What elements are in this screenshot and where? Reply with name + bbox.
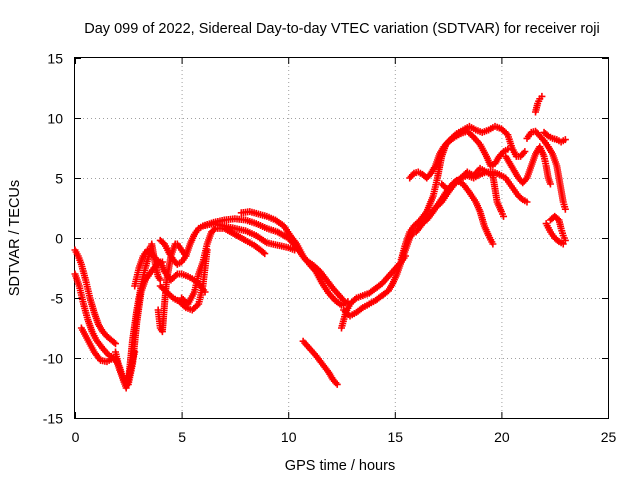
y-tick-label: 10 — [47, 111, 63, 127]
data-point — [517, 194, 525, 202]
data-point — [543, 131, 551, 139]
y-tick-label: -15 — [43, 411, 63, 427]
data-point — [210, 226, 218, 234]
y-tick-label: -5 — [51, 291, 64, 307]
data-point — [554, 236, 562, 244]
x-tick-label: 5 — [178, 429, 186, 445]
series-arc-1 — [71, 246, 120, 348]
data-point — [261, 250, 269, 258]
y-tick-label: -10 — [43, 351, 63, 367]
plot-frame — [74, 57, 609, 419]
data-point — [156, 276, 164, 284]
data-point — [561, 205, 569, 213]
series-arc-23 — [540, 128, 569, 146]
y-axis-label: SDTVAR / TECUs — [7, 180, 23, 296]
chart-title: Day 099 of 2022, Sidereal Day-to-day VTE… — [84, 21, 600, 37]
series-arc-22 — [523, 127, 569, 213]
data-point — [489, 240, 497, 248]
data-point — [561, 136, 569, 144]
data-point — [259, 248, 267, 256]
data-point — [112, 340, 120, 348]
series-arc-24 — [546, 212, 569, 244]
series-arc-19 — [438, 164, 508, 220]
series-arc-25 — [542, 220, 567, 248]
series-arc-20 — [502, 143, 554, 188]
x-tick-label: 15 — [388, 429, 404, 445]
data-point — [559, 240, 567, 248]
data-point — [523, 198, 531, 206]
series-arc-16 — [397, 122, 529, 264]
series-arc-12 — [299, 337, 341, 388]
y-tick-label: 15 — [47, 51, 63, 67]
series-arc-21 — [532, 92, 546, 116]
data-point — [521, 148, 529, 156]
grid — [75, 58, 608, 418]
x-tick-label: 0 — [72, 429, 80, 445]
series-arc-9 — [178, 224, 269, 308]
data-point — [561, 236, 569, 244]
data-point — [500, 212, 508, 220]
series-arc-18 — [423, 176, 497, 248]
x-axis-label: GPS time / hours — [285, 458, 395, 474]
data-point — [333, 380, 341, 388]
axis-ticks: 0 5 10 15 20 25 -15 -10 -5 0 5 10 15 — [43, 51, 617, 446]
x-tick-label: 20 — [494, 429, 510, 445]
series-arc-5 — [131, 246, 209, 296]
y-tick-label: 5 — [55, 171, 63, 187]
data-point — [546, 180, 554, 188]
x-tick-label: 10 — [281, 429, 297, 445]
y-tick-label: 0 — [55, 231, 63, 247]
data-point — [504, 145, 512, 153]
data-points — [71, 92, 569, 392]
data-point — [538, 92, 546, 100]
data-point — [110, 338, 118, 346]
x-tick-label: 25 — [601, 429, 617, 445]
